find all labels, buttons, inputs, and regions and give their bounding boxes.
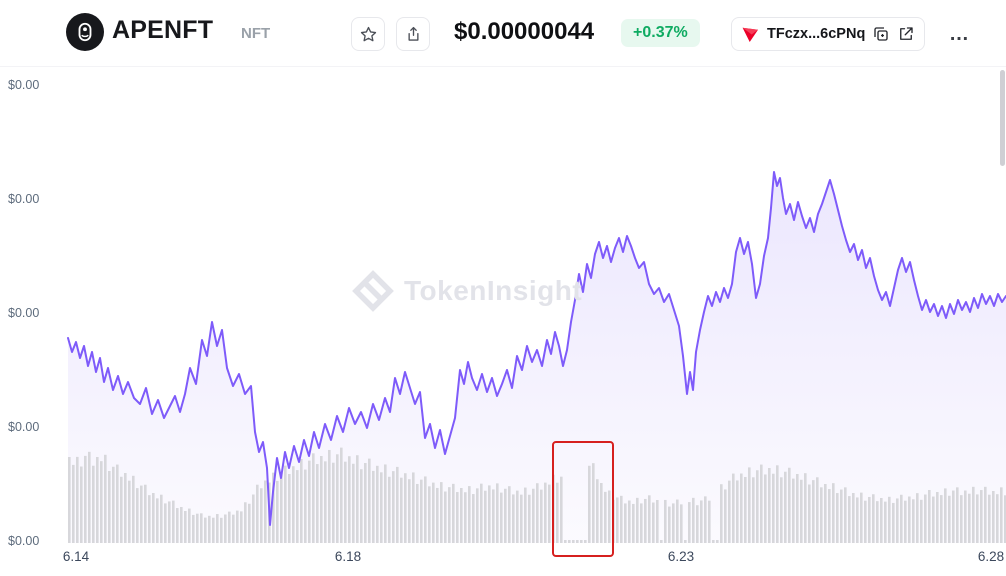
- ape-icon: [78, 22, 92, 42]
- price-line: [67, 171, 1006, 526]
- scrollbar[interactable]: [1000, 70, 1005, 166]
- star-icon: [360, 26, 376, 41]
- contract-address: TFczx...6cPNq: [767, 26, 866, 42]
- favorite-button[interactable]: [351, 17, 385, 51]
- volume-bars: [68, 447, 1006, 543]
- token-symbol: NFT: [241, 25, 271, 42]
- contract-address-pill[interactable]: TFczx...6cPNq: [731, 17, 926, 51]
- token-price: $0.00000044: [454, 18, 595, 45]
- token-header: APENFT NFT $0.00000044 +0.37% TFczx...6c…: [0, 0, 1006, 67]
- share-icon: [407, 26, 419, 41]
- price-change-badge: +0.37%: [621, 19, 700, 47]
- external-link-icon[interactable]: [897, 25, 915, 43]
- tron-icon: [742, 27, 759, 42]
- more-options-button[interactable]: …: [941, 17, 977, 51]
- share-button[interactable]: [396, 17, 430, 51]
- token-name: APENFT: [112, 16, 214, 44]
- apenft-logo: [66, 13, 104, 51]
- copy-address-icon[interactable]: [872, 25, 890, 43]
- price-volume-chart[interactable]: [0, 66, 1006, 576]
